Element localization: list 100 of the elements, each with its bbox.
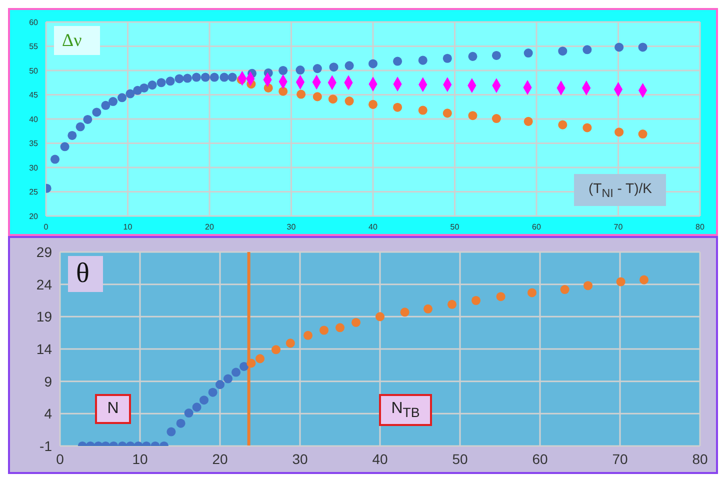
point — [344, 61, 354, 70]
point — [400, 308, 410, 317]
point — [60, 142, 70, 152]
point — [312, 64, 322, 74]
point — [639, 275, 649, 284]
point — [208, 388, 218, 397]
x-tick-label: 70 — [612, 450, 628, 467]
y-tick-label: 35 — [29, 139, 39, 148]
x-tick-label: 50 — [450, 222, 460, 232]
x-tick-label: 60 — [532, 450, 548, 467]
y-tick-label: 29 — [36, 244, 52, 260]
x-tick-label: 60 — [532, 222, 542, 232]
point — [418, 106, 428, 115]
point — [616, 277, 626, 286]
y-tick-label: 30 — [29, 163, 39, 172]
x-tick-label: 0 — [44, 222, 49, 232]
point — [560, 285, 570, 294]
y-tick-label: 19 — [36, 308, 52, 325]
point — [468, 52, 478, 61]
y-tick-label: 24 — [36, 276, 52, 292]
x-tick-label: 20 — [212, 450, 228, 467]
point — [638, 130, 648, 139]
point — [278, 86, 288, 96]
chart-title: θ — [68, 256, 104, 292]
x-tick-label: 20 — [205, 222, 214, 232]
point — [192, 72, 201, 82]
point — [76, 122, 85, 132]
chart-title: Δν — [54, 26, 100, 55]
point — [319, 326, 329, 335]
point — [558, 120, 568, 130]
point — [166, 76, 175, 86]
point — [418, 56, 428, 65]
point — [638, 42, 648, 52]
point — [303, 330, 313, 340]
point — [140, 83, 149, 92]
x-tick-label: 0 — [56, 450, 64, 467]
y-tick-label: 45 — [29, 90, 39, 100]
point — [215, 380, 225, 390]
point — [393, 56, 402, 66]
point — [492, 114, 501, 124]
point — [442, 108, 452, 118]
x-tick-label: 70 — [614, 222, 624, 232]
y-tick-label: 20 — [29, 212, 39, 221]
point — [393, 102, 402, 112]
point — [83, 114, 92, 124]
point — [582, 123, 592, 132]
point — [328, 94, 338, 104]
point — [220, 72, 229, 82]
point — [344, 96, 354, 106]
point — [423, 304, 433, 314]
y-tick-label: 50 — [29, 66, 39, 76]
point — [271, 345, 281, 354]
point — [174, 74, 184, 84]
point — [296, 66, 305, 75]
point — [296, 90, 306, 99]
x-axis-title: (T$_{NI}$ - T)/K — [574, 174, 666, 206]
point — [368, 59, 378, 68]
point — [156, 78, 166, 88]
point — [496, 292, 506, 302]
point — [118, 93, 127, 102]
point — [614, 128, 624, 137]
point — [614, 42, 624, 52]
point — [583, 281, 593, 290]
point — [492, 50, 501, 60]
x-tick-label: 30 — [286, 222, 296, 232]
point — [471, 296, 481, 306]
y-tick-label: 60 — [29, 18, 39, 27]
point — [246, 358, 256, 368]
y-tick-label: 55 — [29, 42, 39, 52]
y-tick-label: 4 — [44, 406, 52, 422]
x-tick-label: 40 — [372, 450, 388, 467]
point — [582, 45, 592, 54]
point — [329, 62, 338, 72]
point — [255, 354, 265, 364]
point — [182, 74, 192, 83]
x-tick-label: 80 — [696, 222, 705, 232]
point — [231, 368, 241, 377]
y-tick-label: 9 — [44, 373, 52, 390]
point — [375, 312, 385, 322]
point — [50, 154, 60, 164]
y-tick-label: 40 — [29, 114, 39, 124]
point — [468, 111, 478, 120]
point — [68, 130, 77, 140]
point — [210, 72, 219, 82]
point — [228, 72, 237, 82]
point — [312, 92, 322, 102]
point — [368, 100, 378, 109]
point — [108, 97, 118, 106]
point — [447, 300, 457, 309]
point — [351, 318, 361, 327]
point — [223, 374, 233, 384]
point — [286, 338, 295, 348]
x-tick-label: 30 — [292, 450, 308, 467]
x-tick-label: 80 — [692, 450, 708, 467]
y-tick-label: 14 — [36, 340, 52, 357]
x-tick-label: 10 — [132, 450, 148, 467]
point — [101, 100, 110, 110]
point — [527, 288, 537, 298]
point — [200, 72, 210, 82]
point — [148, 80, 157, 90]
